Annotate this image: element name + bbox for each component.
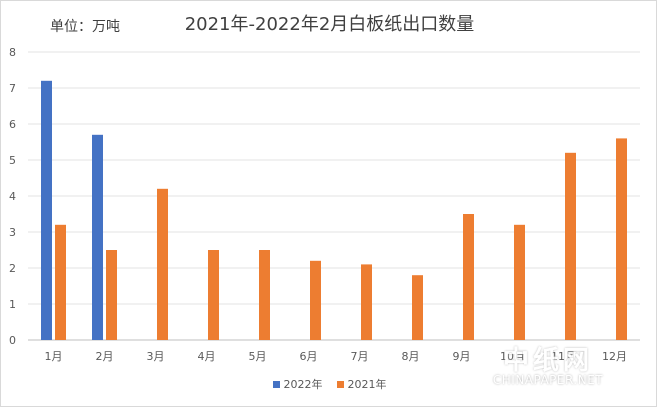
bar-2021年-9月 xyxy=(463,214,474,340)
bar-2022年-1月 xyxy=(41,80,52,341)
legend: 2022年 2021年 xyxy=(0,376,659,392)
y-tick-label: 7 xyxy=(9,82,16,95)
y-axis-ticks: 0 1 2 3 4 5 6 7 8 xyxy=(9,46,16,347)
x-axis-ticks: 1月 2月 3月 4月 5月 6月 7月 8月 9月 10月 11月 12月 xyxy=(45,350,628,363)
bar-2021年-4月 xyxy=(208,250,219,340)
legend-swatch-2022 xyxy=(272,380,280,388)
x-tick-label: 2月 xyxy=(96,350,114,363)
x-tick-label: 5月 xyxy=(249,350,267,363)
x-tick-label: 1月 xyxy=(45,350,63,363)
bar-2021年-6月 xyxy=(310,260,321,340)
y-tick-label: 0 xyxy=(9,334,16,347)
chart-title: 2021年-2022年2月白板纸出口数量 xyxy=(184,14,475,35)
y-tick-label: 1 xyxy=(9,298,16,311)
bar-2021年-12月 xyxy=(616,138,627,340)
bar-2021年-1月 xyxy=(55,224,66,340)
y-tick-label: 2 xyxy=(9,262,16,275)
x-tick-label: 9月 xyxy=(453,350,471,363)
x-tick-label: 6月 xyxy=(300,350,318,363)
bar-2021年-2月 xyxy=(106,250,117,340)
bar-2021年-5月 xyxy=(259,250,270,340)
x-tick-label: 11月 xyxy=(551,350,576,363)
y-tick-label: 8 xyxy=(9,46,16,59)
y-tick-label: 3 xyxy=(9,226,16,239)
x-tick-label: 3月 xyxy=(147,350,165,363)
bar-2021年-3月 xyxy=(157,188,168,340)
bar-2021年-10月 xyxy=(514,224,525,340)
legend-label-2022: 2022年 xyxy=(283,378,323,391)
y-tick-label: 6 xyxy=(9,118,16,131)
bar-2021年-11月 xyxy=(565,152,576,340)
x-tick-label: 4月 xyxy=(198,350,216,363)
bar-2021年-7月 xyxy=(361,264,372,340)
unit-label: 单位：万吨 xyxy=(50,19,120,35)
legend-label-2021: 2021年 xyxy=(347,378,387,391)
x-tick-label: 12月 xyxy=(602,350,627,363)
y-tick-label: 4 xyxy=(9,190,16,203)
bars xyxy=(41,80,627,341)
x-tick-label: 8月 xyxy=(402,350,420,363)
y-tick-label: 5 xyxy=(9,154,16,167)
legend-item-2022: 2022年 xyxy=(272,376,323,392)
x-tick-label: 10月 xyxy=(500,350,525,363)
bar-2021年-8月 xyxy=(412,275,423,340)
x-tick-label: 7月 xyxy=(351,350,369,363)
bar-2022年-2月 xyxy=(92,134,103,340)
legend-swatch-2021 xyxy=(336,380,344,388)
legend-item-2021: 2021年 xyxy=(336,376,387,392)
gridlines xyxy=(28,51,640,341)
